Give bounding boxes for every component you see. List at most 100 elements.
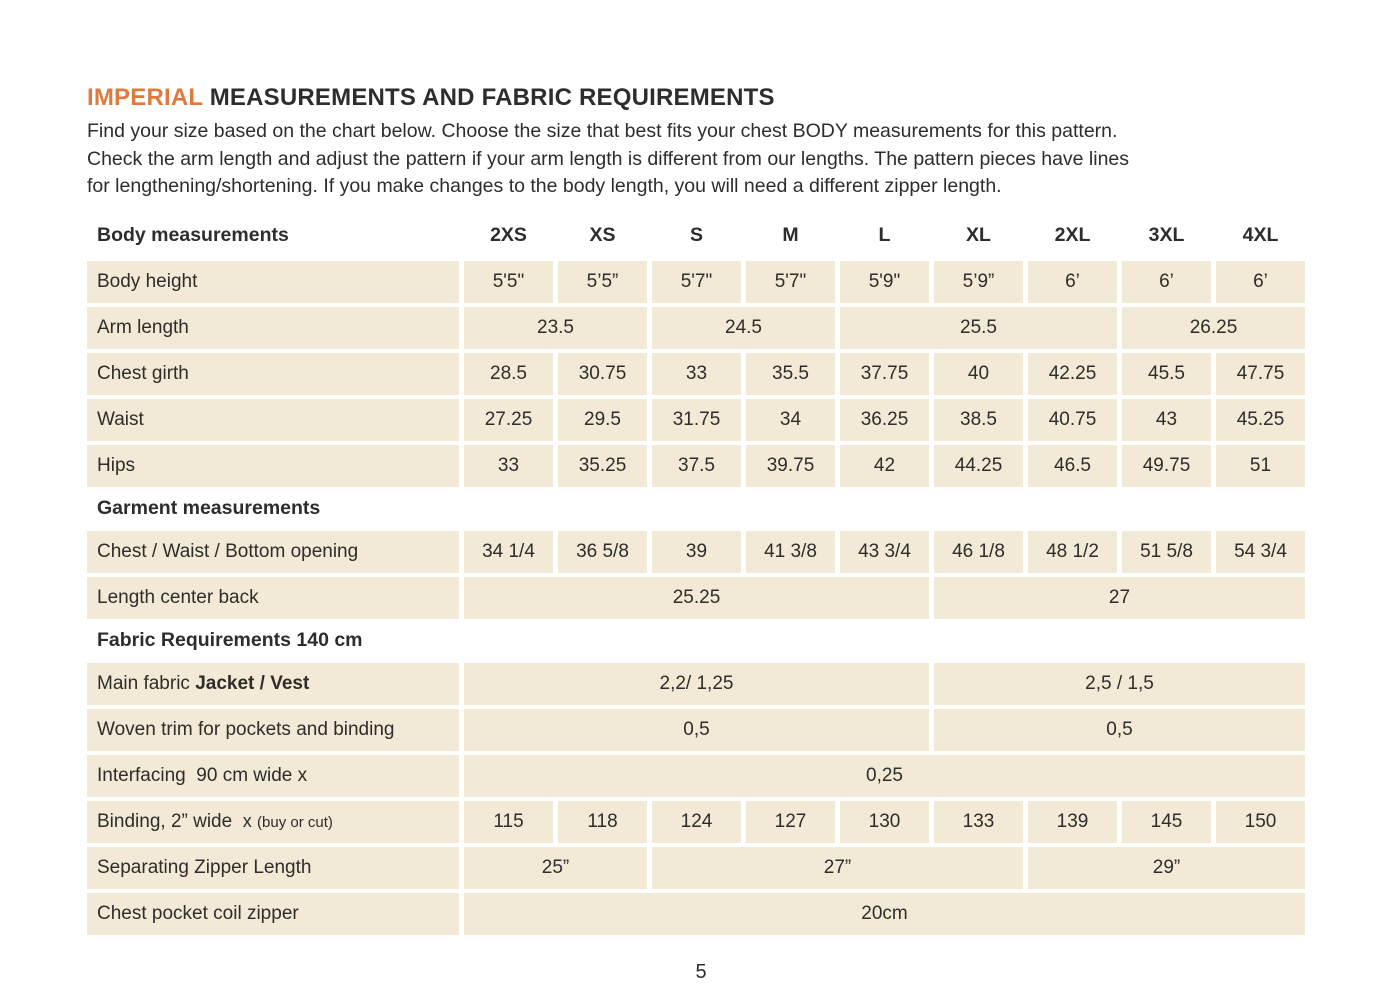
cell-value: 0,25 [464, 754, 1305, 797]
intro-line-2: Check the arm length and adjust the patt… [87, 147, 1130, 170]
intro-paragraph: Find your size based on the chart below.… [87, 118, 1315, 201]
cell-value: 30.75 [558, 352, 647, 395]
cell-value: 27 [934, 576, 1305, 619]
header-body-measurements: Body measurements [97, 224, 289, 246]
page-number: 5 [695, 960, 707, 983]
cell-value: 51 [1216, 444, 1305, 487]
section-row-fabric: Fabric Requirements 140 cm [87, 623, 1305, 659]
table-header-row: Body measurements 2XS XS S M L XL 2XL 3X… [87, 215, 1305, 257]
cell-value: 46 1/8 [934, 530, 1023, 573]
cell-value: 139 [1028, 800, 1117, 843]
cell-value: 20cm [464, 892, 1305, 935]
row-chest-waist-bottom-opening: Chest / Waist / Bottom opening 34 1/4 36… [87, 530, 1305, 573]
row-label: Body height [87, 260, 459, 303]
row-label: Interfacing 90 cm wide x [87, 754, 459, 797]
cell-value: 28.5 [464, 352, 553, 395]
cell-value: 27” [652, 846, 1023, 889]
cell-value: 5’5” [558, 260, 647, 303]
cell-value: 145 [1122, 800, 1211, 843]
row-binding: Binding, 2” wide x (buy or cut) 115 118 … [87, 800, 1305, 843]
intro-line-1: Find your size based on the chart below.… [87, 120, 1118, 142]
row-label: Length center back [87, 576, 459, 619]
size-chart-table: Body measurements 2XS XS S M L XL 2XL 3X… [82, 211, 1310, 939]
cell-value: 36 5/8 [558, 530, 647, 573]
row-separating-zipper-length: Separating Zipper Length 25” 27” 29” [87, 846, 1305, 889]
size-header-3xl: 3XL [1148, 224, 1185, 246]
cell-value: 2,2/ 1,25 [464, 662, 929, 705]
cell-value: 46.5 [1028, 444, 1117, 487]
cell-value: 6’ [1122, 260, 1211, 303]
size-header-2xs: 2XS [490, 224, 527, 246]
cell-value: 27.25 [464, 398, 553, 441]
row-body-height: Body height 5'5" 5’5” 5'7" 5'7" 5'9" 5’9… [87, 260, 1305, 303]
row-hips: Hips 33 35.25 37.5 39.75 42 44.25 46.5 4… [87, 444, 1305, 487]
row-label: Waist [87, 398, 459, 441]
cell-value: 150 [1216, 800, 1305, 843]
cell-value: 51 5/8 [1122, 530, 1211, 573]
row-label: Chest pocket coil zipper [87, 892, 459, 935]
cell-value: 24.5 [652, 306, 835, 349]
row-waist: Waist 27.25 29.5 31.75 34 36.25 38.5 40.… [87, 398, 1305, 441]
section-title-fabric: Fabric Requirements 140 cm [97, 629, 363, 651]
main-fabric-label-bold: Jacket / Vest [195, 672, 310, 694]
row-label: Chest / Waist / Bottom opening [87, 530, 459, 573]
cell-value: 37.75 [840, 352, 929, 395]
size-header-xs: XS [589, 224, 616, 246]
cell-value: 29.5 [558, 398, 647, 441]
row-interfacing: Interfacing 90 cm wide x 0,25 [87, 754, 1305, 797]
cell-value: 45.25 [1216, 398, 1305, 441]
intro-line-3: for lengthening/shortening. If you make … [87, 175, 1002, 197]
cell-value: 5'9" [840, 260, 929, 303]
row-label: Binding, 2” wide x (buy or cut) [87, 800, 459, 843]
cell-value: 6’ [1028, 260, 1117, 303]
size-header-s: S [689, 224, 703, 246]
cell-value: 43 [1122, 398, 1211, 441]
cell-value: 38.5 [934, 398, 1023, 441]
cell-value: 133 [934, 800, 1023, 843]
row-main-fabric: Main fabric Jacket / Vest 2,2/ 1,25 2,5 … [87, 662, 1305, 705]
size-header-xl: XL [966, 224, 991, 246]
size-header-m: M [782, 224, 799, 246]
row-label: Hips [87, 444, 459, 487]
cell-value: 35.5 [746, 352, 835, 395]
cell-value: 42.25 [1028, 352, 1117, 395]
cell-value: 0,5 [464, 708, 929, 751]
binding-label-note: (buy or cut) [257, 813, 333, 831]
cell-value: 34 [746, 398, 835, 441]
page-title-rest: MEASUREMENTS AND FABRIC REQUIREMENTS [202, 84, 775, 111]
cell-value: 5’9” [934, 260, 1023, 303]
binding-label: Binding, 2” wide [97, 810, 233, 832]
cell-value: 23.5 [464, 306, 647, 349]
size-header-2xl: 2XL [1054, 224, 1091, 246]
row-label: Woven trim for pockets and binding [87, 708, 459, 751]
cell-value: 37.5 [652, 444, 741, 487]
cell-value: 40.75 [1028, 398, 1117, 441]
cell-value: 34 1/4 [464, 530, 553, 573]
cell-value: 0,5 [934, 708, 1305, 751]
row-chest-pocket-coil-zipper: Chest pocket coil zipper 20cm [87, 892, 1305, 935]
cell-value: 26.25 [1122, 306, 1305, 349]
cell-value: 42 [840, 444, 929, 487]
cell-value: 115 [464, 800, 553, 843]
cell-value: 40 [934, 352, 1023, 395]
cell-value: 43 3/4 [840, 530, 929, 573]
cell-value: 33 [652, 352, 741, 395]
cell-value: 31.75 [652, 398, 741, 441]
section-row-garment: Garment measurements [87, 491, 1305, 527]
cell-value: 29” [1028, 846, 1305, 889]
main-fabric-label: Main fabric [97, 672, 196, 694]
cell-value: 124 [652, 800, 741, 843]
cell-value: 45.5 [1122, 352, 1211, 395]
cell-value: 44.25 [934, 444, 1023, 487]
cell-value: 39.75 [746, 444, 835, 487]
row-label: Arm length [87, 306, 459, 349]
cell-value: 41 3/8 [746, 530, 835, 573]
row-label: Main fabric Jacket / Vest [87, 662, 459, 705]
row-chest-girth: Chest girth 28.5 30.75 33 35.5 37.75 40 … [87, 352, 1305, 395]
row-length-center-back: Length center back 25.25 27 [87, 576, 1305, 619]
binding-label-x: x [242, 810, 252, 831]
cell-value: 25.25 [464, 576, 929, 619]
section-title-garment: Garment measurements [97, 497, 321, 519]
cell-value: 2,5 / 1,5 [934, 662, 1305, 705]
